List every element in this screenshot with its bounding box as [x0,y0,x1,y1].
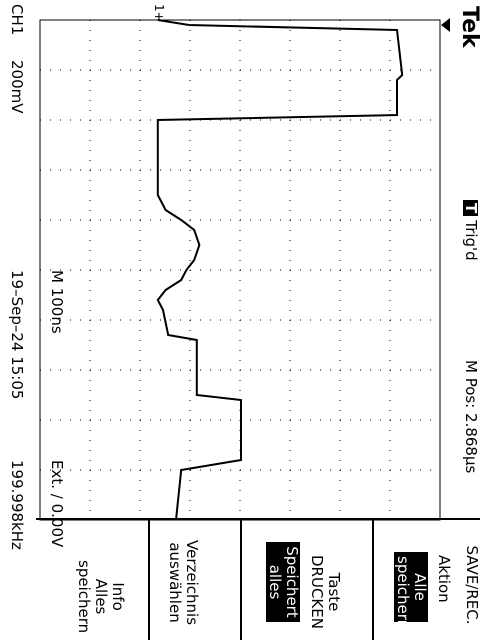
menu-item-verzeichnis[interactable]: Verzeichnis auswählen [166,540,201,626]
channel-scale: 200mV [8,60,26,114]
menu-value-speichert-alles[interactable]: Speichert alles [266,542,301,622]
timestamp: 19–Sep–24 15:05 [8,270,26,400]
menu-item-aktion[interactable]: Aktion [435,555,453,603]
menu-item-taste-drucken[interactable]: Taste DRUCKEN [308,555,343,629]
menu-divider [36,518,480,520]
menu-separator [148,520,150,640]
menu-item-label: Verzeichnis [183,540,201,626]
timebase-position: M Pos: 2.868µs [462,360,480,474]
menu-value-line: Alle [411,552,429,622]
waveform-trace [156,19,404,521]
trigger-state-label: Trig'd [462,220,480,261]
brand-logo: Tek [457,6,480,48]
trigger-readout: Ext. ∕ 0.00V [48,460,66,548]
menu-value-line: Speichert [283,542,301,622]
menu-item-label: Alles [92,578,110,615]
menu-item-info[interactable]: Info Alles speichern [75,560,127,634]
menu-item-label: speichern [75,560,93,634]
menu-item-label: Aktion [435,555,453,603]
menu-separator [240,520,242,640]
timebase-main: M 100ns [48,270,66,334]
trigger-status: T Trig'd [462,200,480,261]
menu-value-alle-speichern[interactable]: Alle speichern [394,552,429,629]
trigger-frequency: 199.998kHz [8,460,26,550]
menu-separator [372,520,374,640]
trigger-position-marker [441,18,450,32]
menu-title: SAVE/REC. [463,545,480,625]
menu-value-line: alles [266,542,284,622]
menu-item-label: Taste [325,572,343,612]
trigger-badge: T [462,200,480,217]
channel-label: CH1 [8,4,26,36]
menu-item-label: DRUCKEN [308,555,326,629]
menu-item-label: Info [109,582,127,611]
channel-ground-marker: 1+ [152,4,166,22]
menu-item-label: auswählen [166,542,184,623]
menu-value-line: speichern [394,552,412,629]
